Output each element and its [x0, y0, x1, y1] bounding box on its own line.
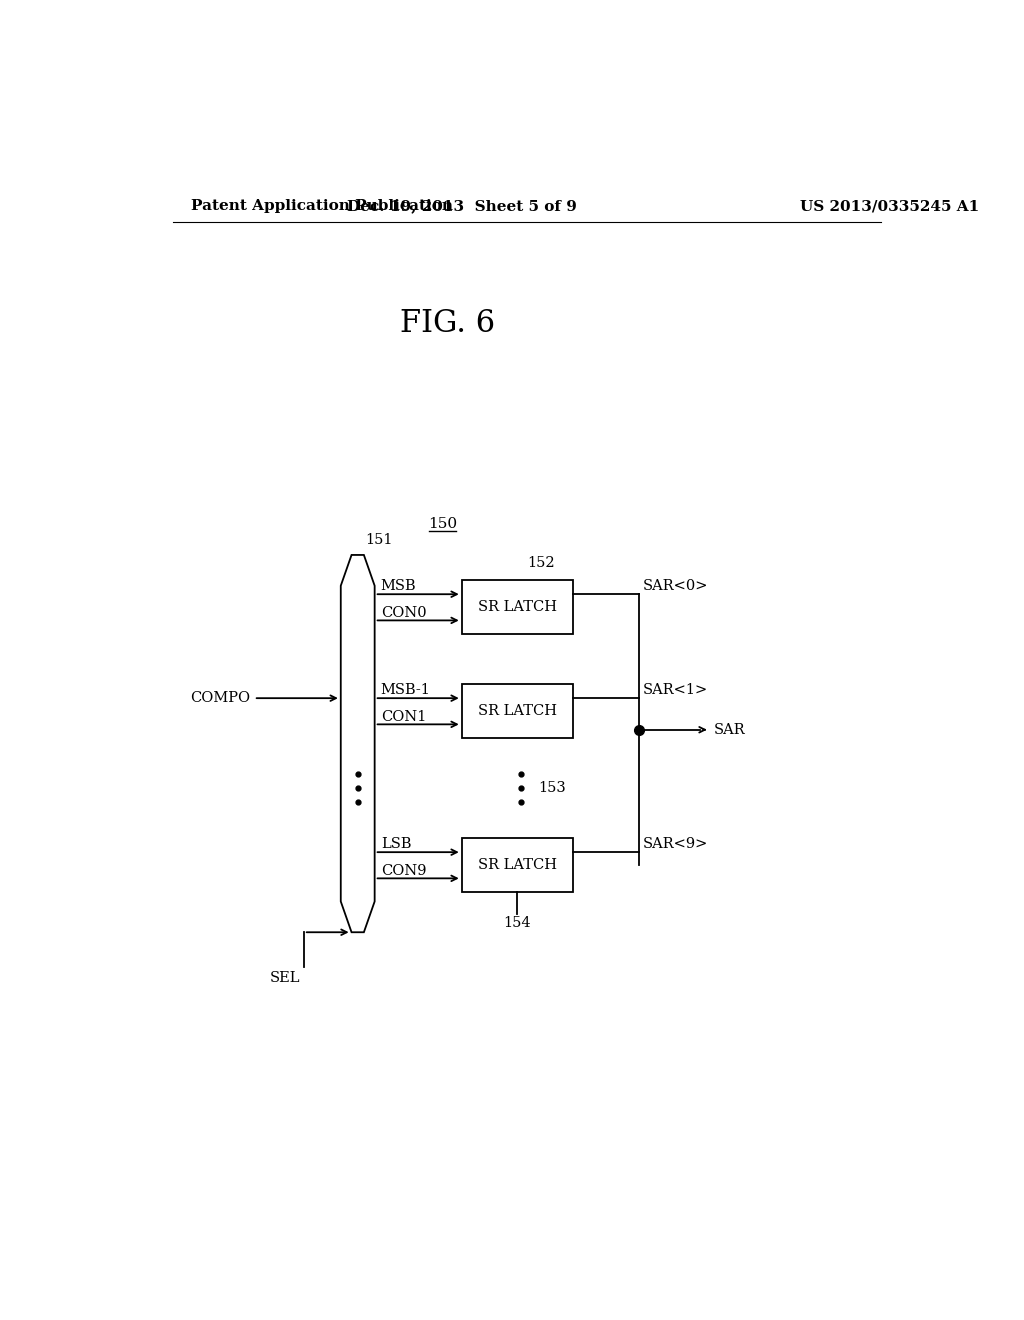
Text: Dec. 19, 2013  Sheet 5 of 9: Dec. 19, 2013 Sheet 5 of 9 — [347, 199, 577, 213]
Text: COMPO: COMPO — [189, 692, 250, 705]
Text: 153: 153 — [539, 781, 566, 795]
Text: Patent Application Publication: Patent Application Publication — [190, 199, 453, 213]
Text: 151: 151 — [366, 532, 393, 546]
Text: MSB-1: MSB-1 — [381, 684, 431, 697]
Text: SAR<9>: SAR<9> — [643, 837, 708, 851]
Text: SAR: SAR — [714, 723, 745, 737]
Text: SAR<1>: SAR<1> — [643, 684, 708, 697]
Text: MSB: MSB — [381, 579, 417, 594]
Text: 154: 154 — [504, 916, 531, 931]
Text: LSB: LSB — [381, 837, 412, 851]
Text: US 2013/0335245 A1: US 2013/0335245 A1 — [801, 199, 980, 213]
Bar — [462, 581, 573, 635]
Text: SR LATCH: SR LATCH — [478, 858, 557, 873]
Text: CON1: CON1 — [381, 710, 426, 723]
Text: SAR<0>: SAR<0> — [643, 579, 709, 594]
Bar — [462, 684, 573, 738]
Text: 152: 152 — [526, 557, 554, 570]
Text: SR LATCH: SR LATCH — [478, 601, 557, 614]
Bar — [462, 838, 573, 892]
Text: CON0: CON0 — [381, 606, 426, 619]
Text: 150: 150 — [428, 517, 457, 531]
Text: FIG. 6: FIG. 6 — [400, 309, 496, 339]
Text: SR LATCH: SR LATCH — [478, 705, 557, 718]
Text: CON9: CON9 — [381, 863, 426, 878]
Text: SEL: SEL — [269, 970, 300, 985]
